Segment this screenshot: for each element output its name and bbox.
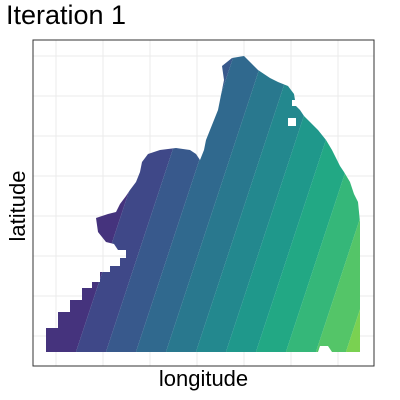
x-axis-label: longitude bbox=[158, 366, 249, 391]
chart-title: Iteration 1 bbox=[6, 0, 127, 30]
panel-border bbox=[32, 39, 375, 367]
raster-band bbox=[160, 56, 303, 352]
raster-band bbox=[190, 56, 333, 352]
raster-hole bbox=[292, 100, 298, 106]
raster-band bbox=[310, 56, 360, 352]
raster-band bbox=[280, 56, 360, 352]
y-axis-label: latitude bbox=[5, 170, 30, 242]
raster-hole bbox=[288, 118, 296, 126]
raster-band bbox=[130, 56, 273, 352]
